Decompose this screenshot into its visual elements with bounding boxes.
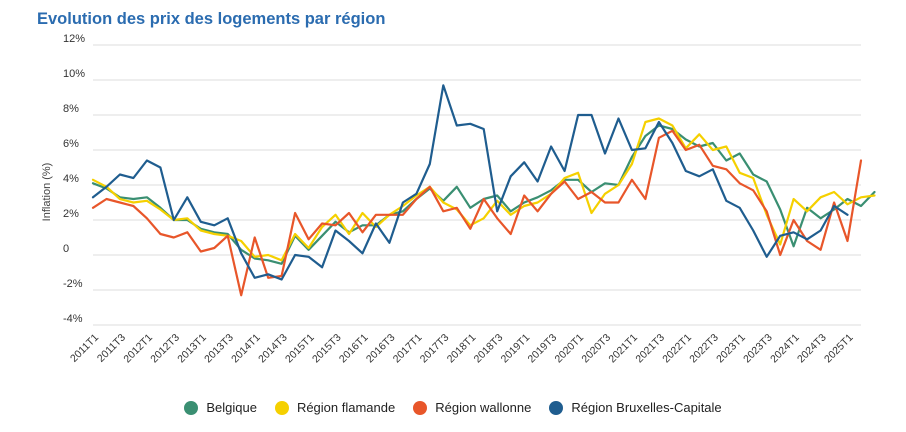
chart-title: Evolution des prix des logements par rég…: [37, 10, 386, 28]
x-tick-label: 2014T1: [229, 332, 263, 366]
grid-layer: [93, 44, 861, 326]
legend-label: Région Bruxelles-Capitale: [571, 400, 722, 415]
y-tick-label: -4%: [63, 313, 83, 325]
x-axis-ticks: 2011T12011T32012T12012T32013T12013T32014…: [68, 332, 856, 366]
y-axis-ticks: -4% -2% 0 2% 4% 6% 8% 10% 12%: [63, 33, 85, 325]
x-tick-label: 2023T3: [741, 332, 775, 366]
legend-item[interactable]: Belgique: [184, 400, 257, 415]
x-tick-label: 2024T1: [768, 332, 802, 366]
legend-item[interactable]: Région Bruxelles-Capitale: [549, 400, 722, 415]
x-tick-label: 2015T3: [310, 332, 344, 366]
legend-label: Région flamande: [296, 400, 396, 415]
x-tick-label: 2021T1: [606, 332, 640, 366]
x-tick-label: 2023T1: [714, 332, 748, 366]
x-tick-label: 2020T1: [552, 332, 586, 366]
legend-marker: [274, 400, 289, 415]
legend-item[interactable]: Région wallonne: [413, 400, 531, 415]
x-tick-label: 2012T1: [121, 332, 155, 366]
x-tick-label: 2011T1: [68, 332, 101, 365]
y-tick-label: 2%: [63, 208, 79, 220]
x-tick-label: 2018T3: [472, 332, 506, 366]
x-tick-label: 2017T1: [391, 332, 425, 366]
legend-label: Belgique: [206, 400, 257, 415]
y-tick-label: 0: [63, 243, 69, 255]
x-tick-label: 2016T1: [337, 332, 371, 366]
x-tick-label: 2019T3: [526, 332, 560, 366]
y-tick-label: 12%: [63, 33, 85, 45]
series-line-2: [91, 117, 876, 262]
line-chart: -4% -2% 0 2% 4% 6% 8% 10% 12% 2011T12011T32012T1…: [41, 33, 876, 366]
y-tick-label: 10%: [63, 68, 85, 80]
legend-marker: [184, 400, 199, 415]
y-tick-label: 8%: [63, 103, 79, 115]
x-tick-label: 2021T3: [633, 332, 667, 366]
x-tick-label: 2013T1: [175, 332, 209, 366]
x-tick-label: 2022T1: [660, 332, 694, 366]
legend: Belgique Région flamande Région wallonne Ré…: [0, 400, 906, 418]
x-tick-label: 2024T3: [795, 332, 829, 366]
y-tick-label: -2%: [63, 278, 83, 290]
legend-marker: [413, 400, 428, 415]
x-tick-label: 2013T3: [202, 332, 236, 366]
legend-item[interactable]: Région flamande: [274, 400, 396, 415]
x-tick-label: 2018T1: [445, 332, 479, 366]
series-line-4: [91, 84, 849, 281]
series-line-3: [91, 129, 863, 297]
y-axis-label: Inflation (%): [41, 163, 53, 222]
series-layer: [91, 84, 876, 297]
x-tick-label: 2020T3: [579, 332, 613, 366]
x-tick-label: 2016T3: [364, 332, 398, 366]
y-tick-label: 4%: [63, 173, 79, 185]
x-tick-label: 2025T1: [822, 332, 856, 366]
x-tick-label: 2017T3: [418, 332, 452, 366]
y-tick-label: 6%: [63, 138, 79, 150]
x-tick-label: 2019T1: [499, 332, 533, 366]
legend-label: Région wallonne: [435, 400, 532, 415]
x-tick-label: 2012T3: [148, 332, 182, 366]
x-tick-label: 2014T3: [256, 332, 290, 366]
x-tick-label: 2015T1: [283, 332, 317, 366]
x-tick-label: 2022T3: [687, 332, 721, 366]
legend-marker: [549, 400, 564, 415]
